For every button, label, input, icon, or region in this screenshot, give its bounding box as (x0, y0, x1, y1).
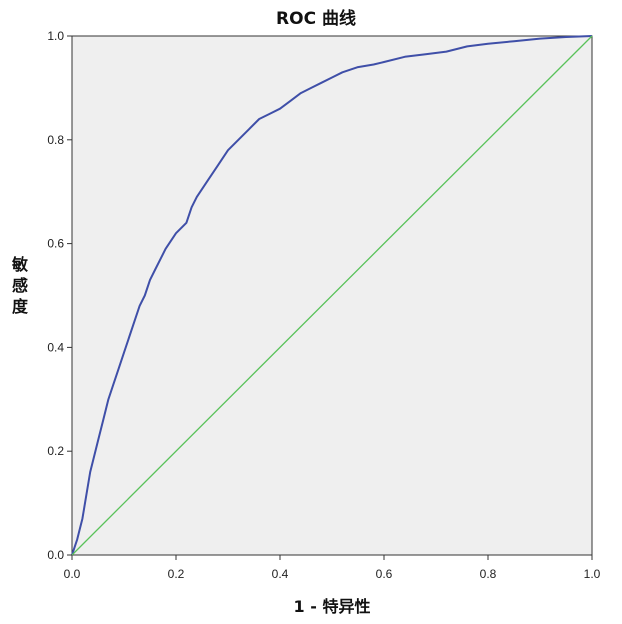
y-axis-label-char: 感 (12, 276, 28, 295)
x-axis-label: 1 - 特异性 (294, 597, 371, 616)
x-tick-label: 0.2 (168, 567, 185, 581)
x-tick-label: 1.0 (584, 567, 601, 581)
x-tick-label: 0.8 (480, 567, 497, 581)
y-axis-label-char: 敏 (11, 255, 29, 274)
y-tick-label: 0.6 (47, 237, 64, 251)
y-axis-label: 敏感度 (11, 255, 29, 316)
reference-diagonal-line (71, 35, 593, 556)
y-tick-label: 0.0 (47, 548, 64, 562)
y-tick-label: 0.4 (47, 340, 64, 354)
y-tick-label: 1.0 (47, 29, 64, 43)
x-tick-label: 0.4 (272, 567, 289, 581)
roc-curve-line (71, 35, 593, 556)
y-tick-label: 0.8 (47, 133, 64, 147)
y-tick-label: 0.2 (47, 444, 64, 458)
axis-layer: 0.0 0.2 0.4 0.6 0.8 1.0 0.0 0.2 0.4 0.6 0.8 1.0 (47, 29, 600, 581)
x-tick-label: 0.0 (64, 567, 81, 581)
x-tick-label: 0.6 (376, 567, 393, 581)
y-axis-label-char: 度 (12, 297, 29, 316)
chart-title: ROC 曲线 (276, 8, 356, 29)
series-layer (71, 35, 593, 556)
